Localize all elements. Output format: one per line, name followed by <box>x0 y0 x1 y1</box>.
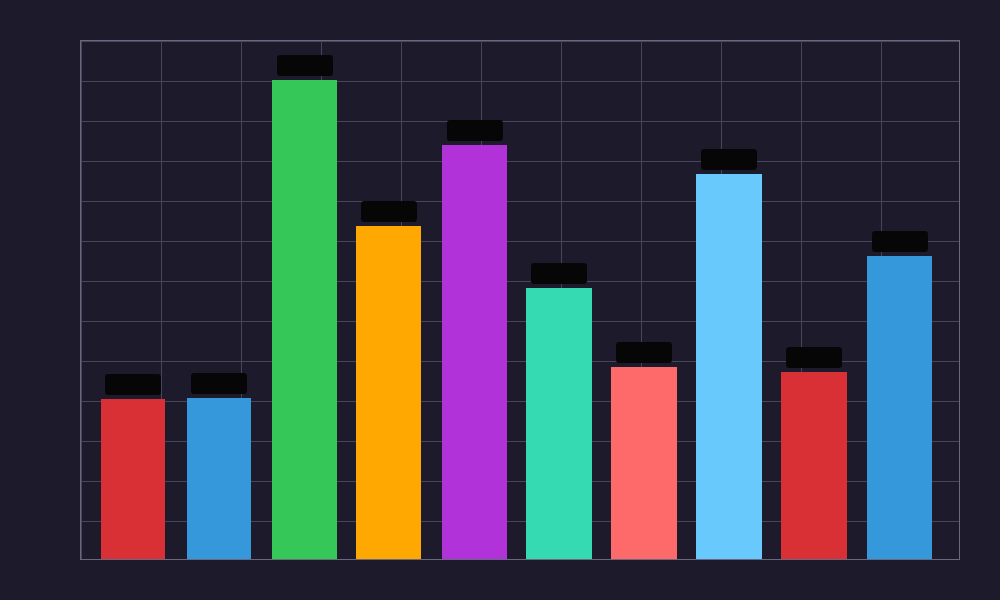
bar-purple <box>442 145 507 559</box>
bar-cap-marker <box>871 231 928 252</box>
bar-red-2 <box>781 372 847 559</box>
bar-salmon <box>611 367 677 559</box>
bar-cap-marker <box>276 55 333 76</box>
bar-green <box>272 80 337 559</box>
bar-cap-marker <box>105 374 161 395</box>
bar-cap-marker <box>531 263 587 284</box>
bar-blue-1 <box>187 398 251 559</box>
bar-cap-marker <box>616 342 672 363</box>
bar-red-1 <box>101 399 165 559</box>
plot-area <box>80 40 960 560</box>
bar-teal <box>526 288 592 559</box>
bar-cap-marker <box>360 201 417 222</box>
bar-cap-marker <box>786 347 842 368</box>
bar-cap-marker <box>446 120 503 141</box>
bar-cap-marker <box>701 149 757 170</box>
bar-light-blue <box>696 174 762 559</box>
bar-blue-2 <box>867 256 932 559</box>
bar-orange <box>356 226 421 559</box>
bar-cap-marker <box>191 373 247 394</box>
